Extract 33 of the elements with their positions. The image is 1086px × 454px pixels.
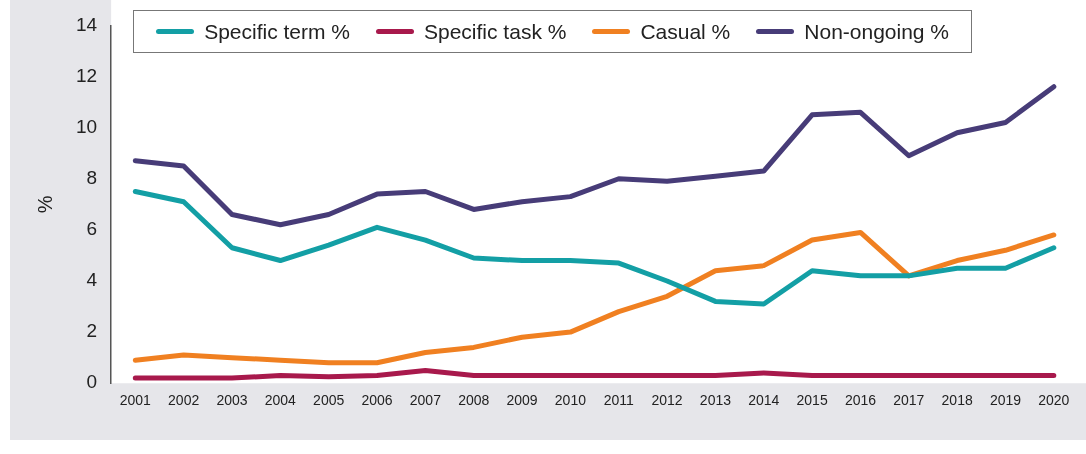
x-tick-label: 2004 — [264, 392, 297, 409]
x-tick-label: 2005 — [313, 392, 345, 409]
x-tick-label: 2011 — [603, 392, 634, 409]
y-tick-label: 10 — [75, 115, 98, 137]
x-tick-label: 2012 — [651, 392, 683, 409]
legend-label: Specific task % — [424, 19, 567, 44]
x-tick-label: 2008 — [458, 392, 490, 409]
x-tick-label: 2009 — [506, 392, 538, 409]
x-tick-label: 2002 — [168, 392, 200, 409]
y-tick-label: 14 — [75, 13, 98, 35]
y-tick-label: 6 — [86, 218, 98, 240]
x-tick-label: 2016 — [844, 392, 877, 409]
y-tick-label: 2 — [86, 320, 98, 342]
y-tick-label: 0 — [86, 371, 98, 393]
x-tick-label: 2015 — [796, 392, 828, 409]
x-tick-label: 2019 — [989, 392, 1022, 409]
x-tick-label: 2014 — [748, 392, 780, 409]
x-tick-label: 2007 — [409, 392, 442, 409]
x-tick-label: 2020 — [1038, 392, 1070, 409]
y-axis-title: % — [33, 195, 56, 214]
y-tick-label: 12 — [75, 64, 98, 86]
x-tick-label: 2013 — [699, 392, 732, 409]
x-tick-label: 2006 — [361, 392, 393, 409]
x-tick-label: 2017 — [893, 392, 925, 409]
x-tick-label: 2010 — [554, 392, 587, 409]
legend-label: Non-ongoing % — [804, 19, 950, 44]
x-tick-label: 2001 — [119, 392, 152, 409]
y-tick-label: 4 — [86, 269, 98, 291]
legend-label: Specific term % — [204, 19, 350, 44]
legend-label: Casual % — [640, 19, 731, 44]
x-tick-label: 2018 — [941, 392, 973, 409]
y-tick-label: 8 — [86, 166, 98, 188]
x-tick-label: 2003 — [216, 392, 248, 409]
